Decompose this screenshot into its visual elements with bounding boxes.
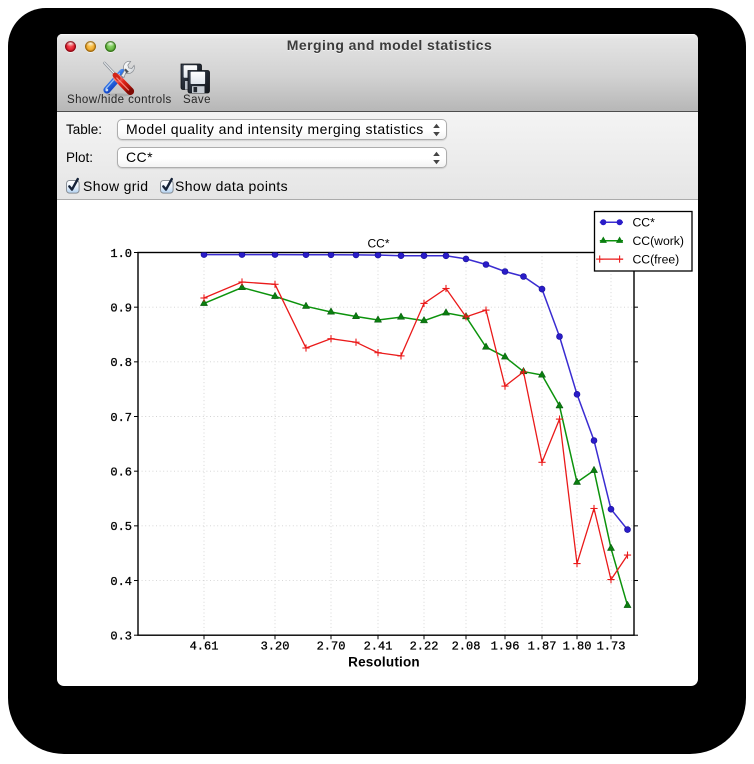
svg-text:CC(work): CC(work): [633, 234, 684, 248]
svg-text:2.41: 2.41: [364, 640, 393, 654]
svg-text:2.22: 2.22: [410, 640, 439, 654]
svg-text:0.3: 0.3: [110, 629, 132, 643]
svg-text:CC*: CC*: [367, 237, 389, 251]
svg-text:0.5: 0.5: [110, 520, 132, 534]
svg-text:0.7: 0.7: [110, 411, 132, 425]
svg-text:1.73: 1.73: [597, 640, 626, 654]
svg-text:CC*: CC*: [633, 216, 656, 230]
svg-text:0.8: 0.8: [110, 356, 132, 370]
svg-text:CC(free): CC(free): [633, 252, 680, 266]
svg-text:2.70: 2.70: [317, 640, 346, 654]
svg-text:2.08: 2.08: [452, 640, 481, 654]
svg-text:0.6: 0.6: [110, 465, 132, 479]
svg-text:Resolution: Resolution: [348, 655, 420, 670]
svg-text:0.9: 0.9: [110, 301, 132, 315]
svg-text:1.0: 1.0: [110, 247, 132, 261]
svg-text:0.4: 0.4: [110, 575, 132, 589]
svg-text:1.87: 1.87: [528, 640, 557, 654]
svg-text:3.20: 3.20: [261, 640, 290, 654]
svg-text:1.80: 1.80: [563, 640, 592, 654]
svg-text:4.61: 4.61: [190, 640, 219, 654]
svg-text:1.96: 1.96: [491, 640, 520, 654]
